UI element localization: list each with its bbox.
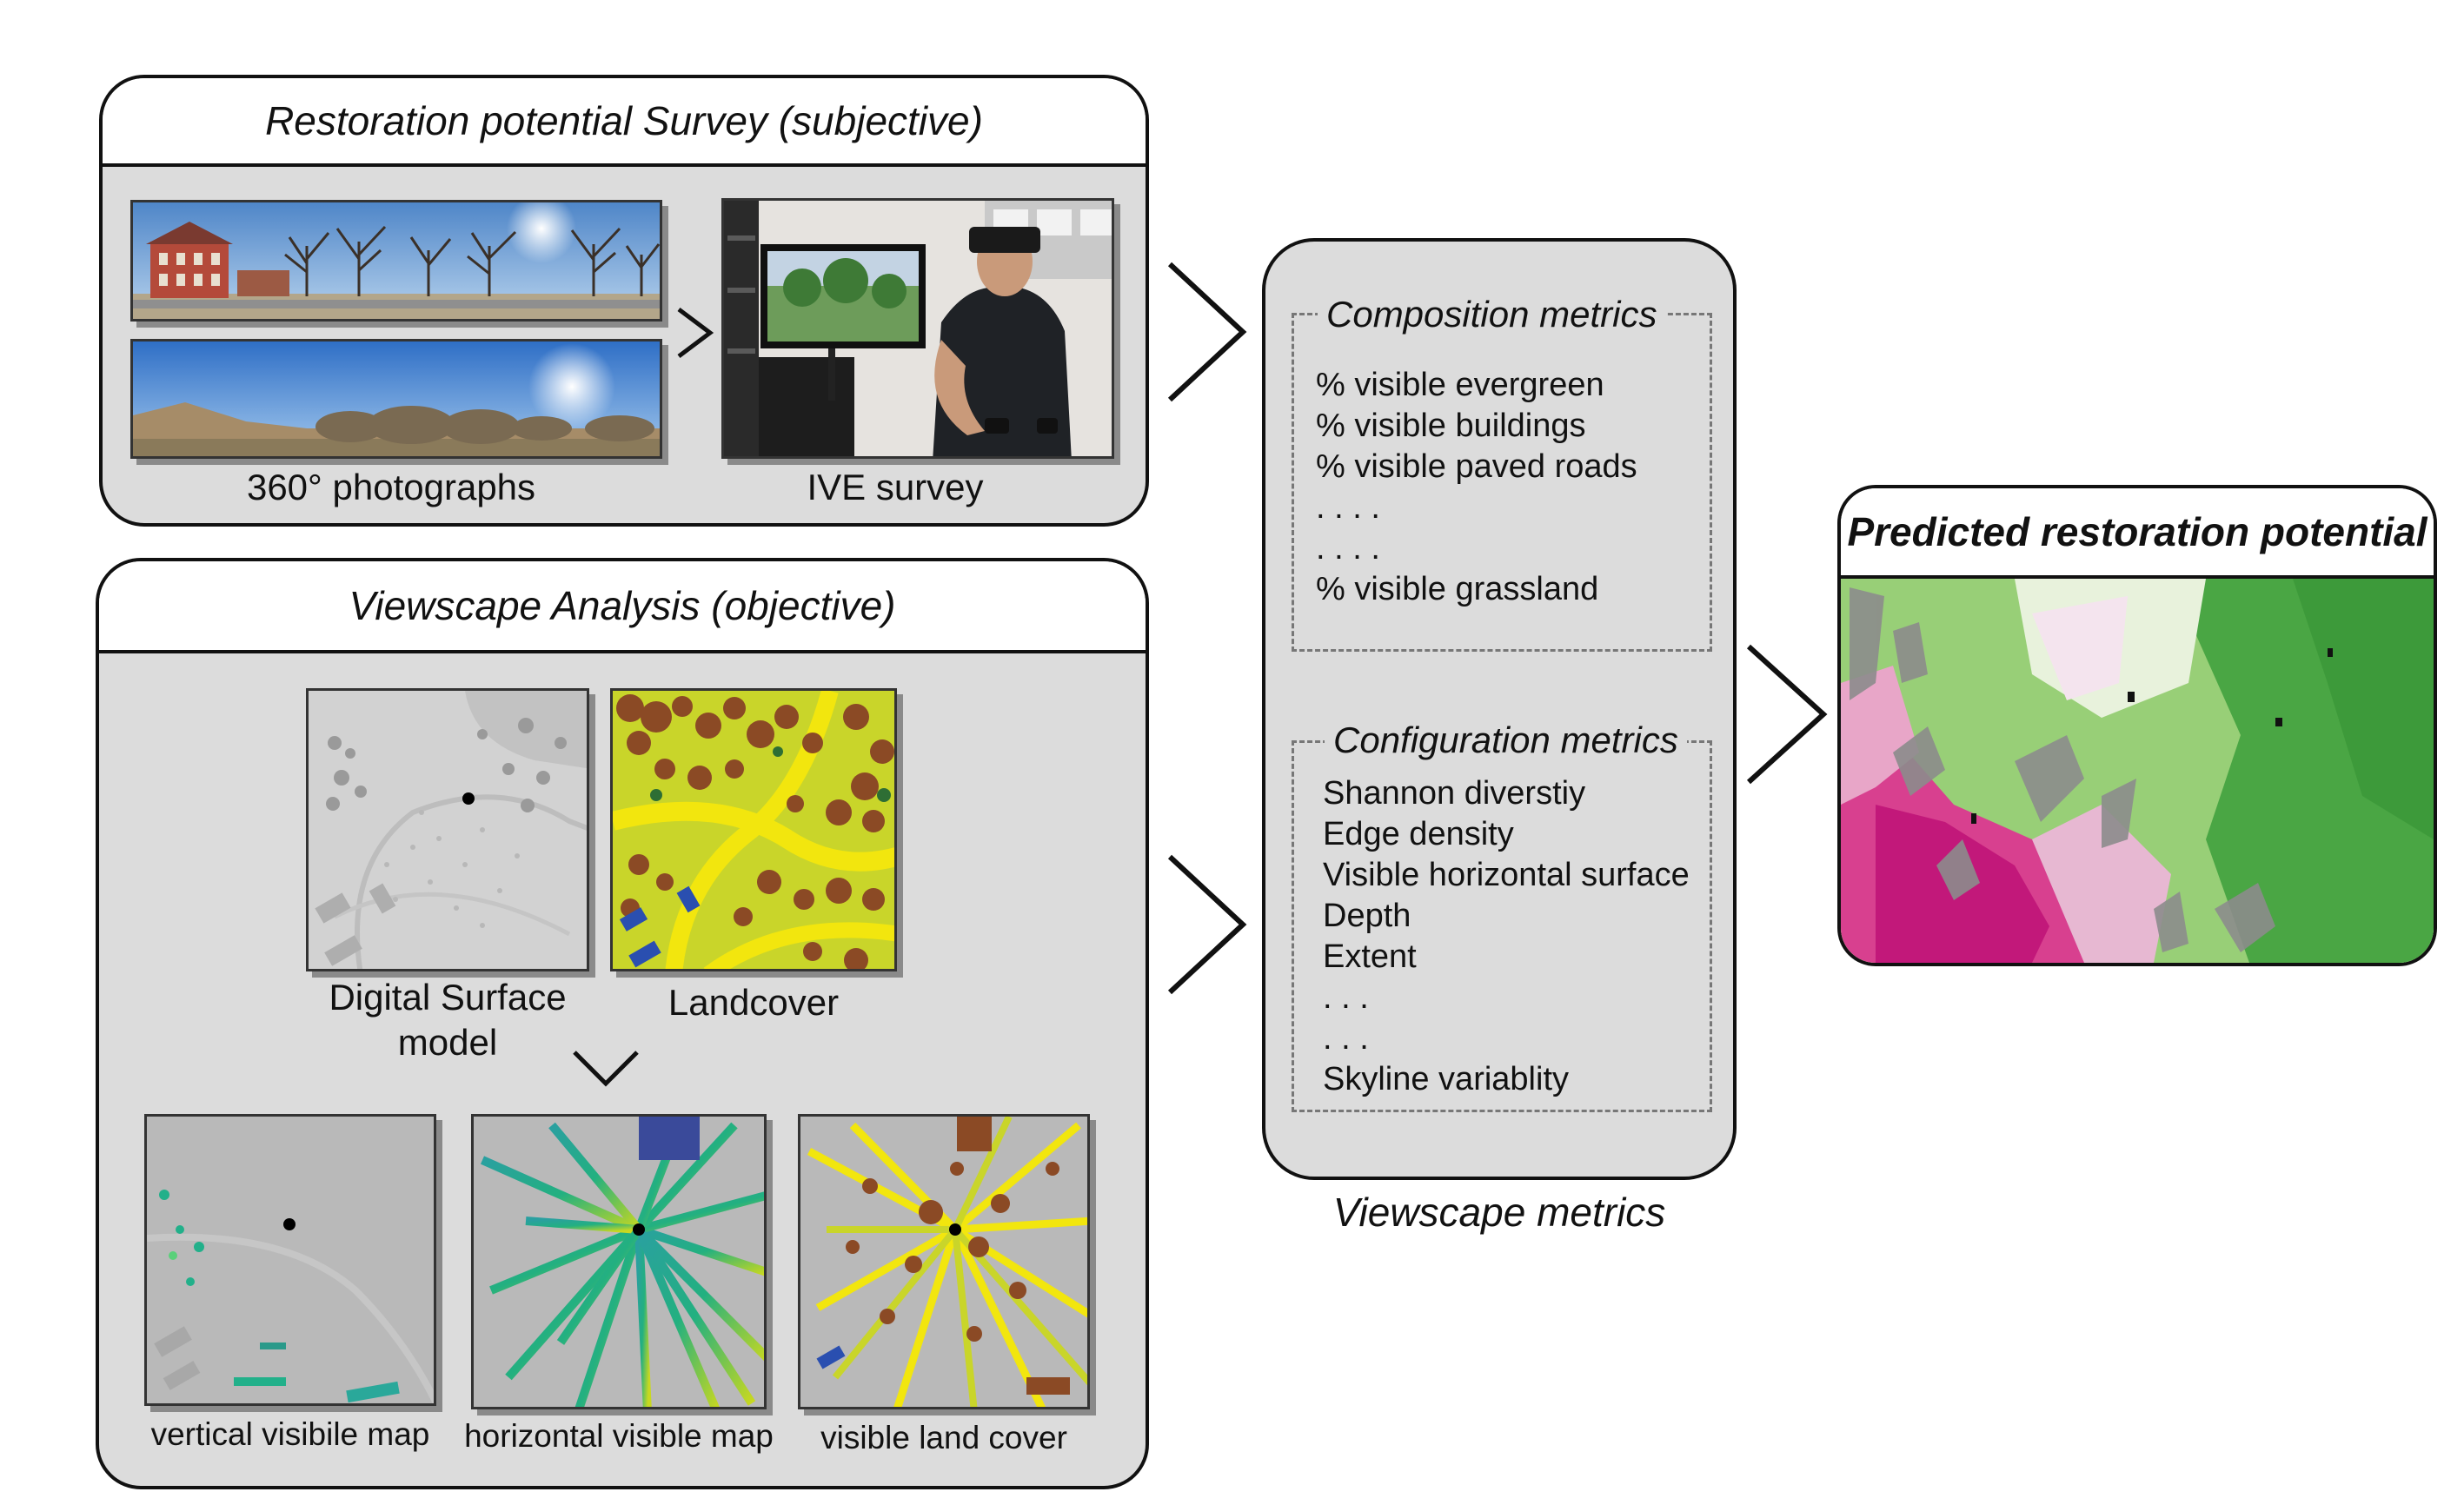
chevron-down-icon: [573, 1051, 639, 1087]
composition-item: % visible buildings: [1316, 408, 1586, 444]
survey-panel-title: Restoration potential Survey (subjective…: [103, 78, 1146, 167]
composition-item: . . . .: [1316, 489, 1380, 526]
ive-survey-photo: [721, 198, 1114, 459]
configuration-metrics-list: Shannon diverstiy Edge density Visible h…: [1323, 773, 1690, 1100]
digital-surface-model-map: [306, 688, 589, 971]
configuration-item: . . .: [1323, 979, 1369, 1016]
viewscape-metrics-caption: Viewscape metrics: [1332, 1190, 1666, 1235]
configuration-item: Extent: [1323, 938, 1417, 975]
composition-metrics-list: % visible evergreen % visible buildings …: [1316, 365, 1637, 610]
viewscape-to-metrics-arrow-icon: [1167, 854, 1247, 995]
photos-to-ive-arrow-icon: [677, 308, 714, 358]
configuration-item: Depth: [1323, 898, 1411, 934]
photos-caption: 360° photographs: [246, 467, 536, 507]
configuration-metrics-title: Configuration metrics: [1325, 719, 1687, 761]
landcover-map: [610, 688, 897, 971]
panorama-photo-field: [130, 339, 662, 459]
horizontal-map-caption: horizontal visible map: [464, 1418, 774, 1454]
horizontal-visible-map: [471, 1114, 767, 1409]
ive-caption: IVE survey: [807, 467, 984, 507]
viewscape-metrics-panel: [1262, 238, 1737, 1180]
dsm-caption-line2: model: [397, 1022, 498, 1063]
visible-landcover-caption: visible land cover: [820, 1420, 1067, 1455]
configuration-item: Shannon diverstiy: [1323, 775, 1586, 812]
prediction-map: [1841, 579, 2434, 963]
configuration-item: Visible horizontal surface: [1323, 857, 1690, 893]
configuration-item: Edge density: [1323, 816, 1514, 852]
composition-item: % visible evergreen: [1316, 367, 1604, 403]
vertical-map-caption: vertical visibile map: [150, 1416, 430, 1452]
prediction-panel-title: Predicted restoration potential: [1841, 488, 2434, 579]
vertical-visible-map: [144, 1114, 436, 1406]
configuration-item: . . .: [1323, 1020, 1369, 1057]
visible-land-cover-map: [798, 1114, 1090, 1409]
metrics-to-prediction-arrow-icon: [1746, 644, 1828, 785]
survey-to-metrics-arrow-icon: [1167, 262, 1247, 402]
composition-item: % visible paved roads: [1316, 448, 1637, 485]
viewscape-panel-title: Viewscape Analysis (objective): [99, 561, 1146, 653]
panorama-photo-campus: [130, 200, 662, 322]
landcover-caption: Landcover: [667, 982, 840, 1023]
composition-metrics-title: Composition metrics: [1318, 294, 1666, 335]
dsm-caption-line1: Digital Surface: [329, 977, 567, 1018]
prediction-panel: Predicted restoration potential: [1837, 485, 2437, 966]
composition-item: % visible grassland: [1316, 571, 1599, 607]
composition-item: . . . .: [1316, 530, 1380, 567]
configuration-item: Skyline variablity: [1323, 1061, 1569, 1097]
